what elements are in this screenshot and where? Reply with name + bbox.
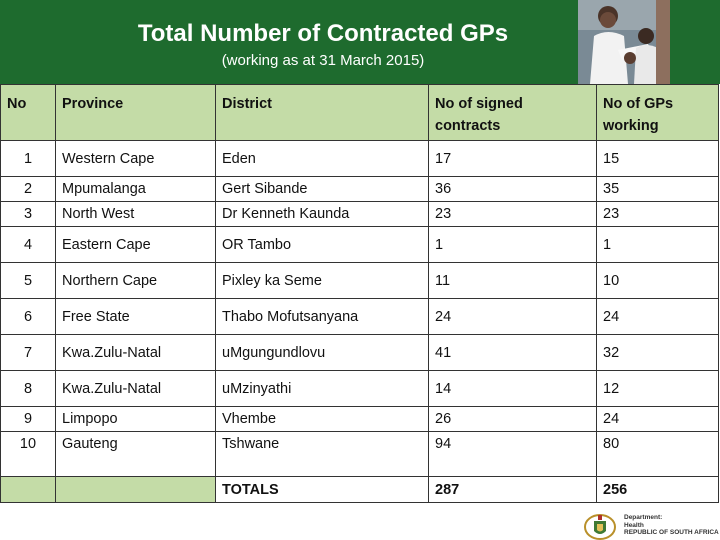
cell-district: Thabo Mofutsanyana [215,298,429,335]
table-row: 10 Gauteng Tshwane 94 80 [0,431,719,477]
cell-district: uMgungundlovu [215,334,429,371]
cell-no: 5 [0,262,56,299]
cell-province: Free State [55,298,216,335]
cell-no: 1 [0,140,56,177]
column-header-province: Province [55,84,216,141]
cell-district: Dr Kenneth Kaunda [215,201,429,227]
cell-working: 15 [596,140,719,177]
cell-working: 10 [596,262,719,299]
totals-row: TOTALS 287 256 [0,476,719,503]
cell-working: 35 [596,176,719,202]
totals-empty-cell [0,476,56,503]
table-row: 8 Kwa.Zulu-Natal uMzinyathi 14 12 [0,370,719,407]
cell-district: uMzinyathi [215,370,429,407]
cell-province: Northern Cape [55,262,216,299]
header-banner: Total Number of Contracted GPs (working … [0,0,720,84]
cell-province: Kwa.Zulu-Natal [55,334,216,371]
table-row: 2 Mpumalanga Gert Sibande 36 35 [0,176,719,202]
cell-no: 6 [0,298,56,335]
cell-district: OR Tambo [215,226,429,263]
table-row: 6 Free State Thabo Mofutsanyana 24 24 [0,298,719,335]
cell-no: 7 [0,334,56,371]
cell-working: 23 [596,201,719,227]
cell-signed: 41 [428,334,597,371]
cell-district: Pixley ka Seme [215,262,429,299]
page-title: Total Number of Contracted GPs [137,20,509,47]
column-header-no: No [0,84,56,141]
cell-province: Eastern Cape [55,226,216,263]
department-name: Department: Health REPUBLIC OF SOUTH AFR… [624,514,719,536]
cell-province: Western Cape [55,140,216,177]
cell-province: North West [55,201,216,227]
cell-no: 3 [0,201,56,227]
cell-signed: 14 [428,370,597,407]
table-row: 5 Northern Cape Pixley ka Seme 11 10 [0,262,719,299]
cell-signed: 17 [428,140,597,177]
cell-signed: 11 [428,262,597,299]
cell-province: Mpumalanga [55,176,216,202]
cell-no: 4 [0,226,56,263]
cell-no: 8 [0,370,56,407]
cell-signed: 26 [428,406,597,432]
cell-district: Eden [215,140,429,177]
cell-signed: 23 [428,201,597,227]
cell-signed: 1 [428,226,597,263]
totals-working: 256 [596,476,719,503]
cell-signed: 24 [428,298,597,335]
department-of-health-logo: Department: Health REPUBLIC OF SOUTH AFR… [582,512,720,540]
cell-province: Limpopo [55,406,216,432]
cell-working: 1 [596,226,719,263]
totals-label: TOTALS [215,476,429,503]
cell-working: 24 [596,406,719,432]
table-row: 7 Kwa.Zulu-Natal uMgungundlovu 41 32 [0,334,719,371]
cell-province: Gauteng [55,431,216,477]
coat-of-arms-icon [584,514,616,540]
table-row: 1 Western Cape Eden 17 15 [0,140,719,177]
column-header-gps-working: No of GPs working [596,84,719,141]
cell-working: 24 [596,298,719,335]
header-photo [578,0,670,84]
cell-signed: 94 [428,431,597,477]
cell-no: 2 [0,176,56,202]
totals-signed: 287 [428,476,597,503]
cell-district: Vhembe [215,406,429,432]
cell-working: 12 [596,370,719,407]
cell-no: 9 [0,406,56,432]
cell-no: 10 [0,431,56,477]
page-subtitle: (working as at 31 March 2015) [221,52,425,69]
table-row: 3 North West Dr Kenneth Kaunda 23 23 [0,201,719,227]
cell-district: Tshwane [215,431,429,477]
cell-working: 32 [596,334,719,371]
cell-working: 80 [596,431,719,477]
table-row: 4 Eastern Cape OR Tambo 1 1 [0,226,719,263]
cell-province: Kwa.Zulu-Natal [55,370,216,407]
contracted-gps-table: No Province District No of signed contra… [0,84,719,503]
cell-signed: 36 [428,176,597,202]
cell-district: Gert Sibande [215,176,429,202]
column-header-district: District [215,84,429,141]
totals-empty-cell [55,476,216,503]
table-row: 9 Limpopo Vhembe 26 24 [0,406,719,432]
column-header-signed-contracts: No of signed contracts [428,84,597,141]
table-header-row: No Province District No of signed contra… [0,84,719,141]
